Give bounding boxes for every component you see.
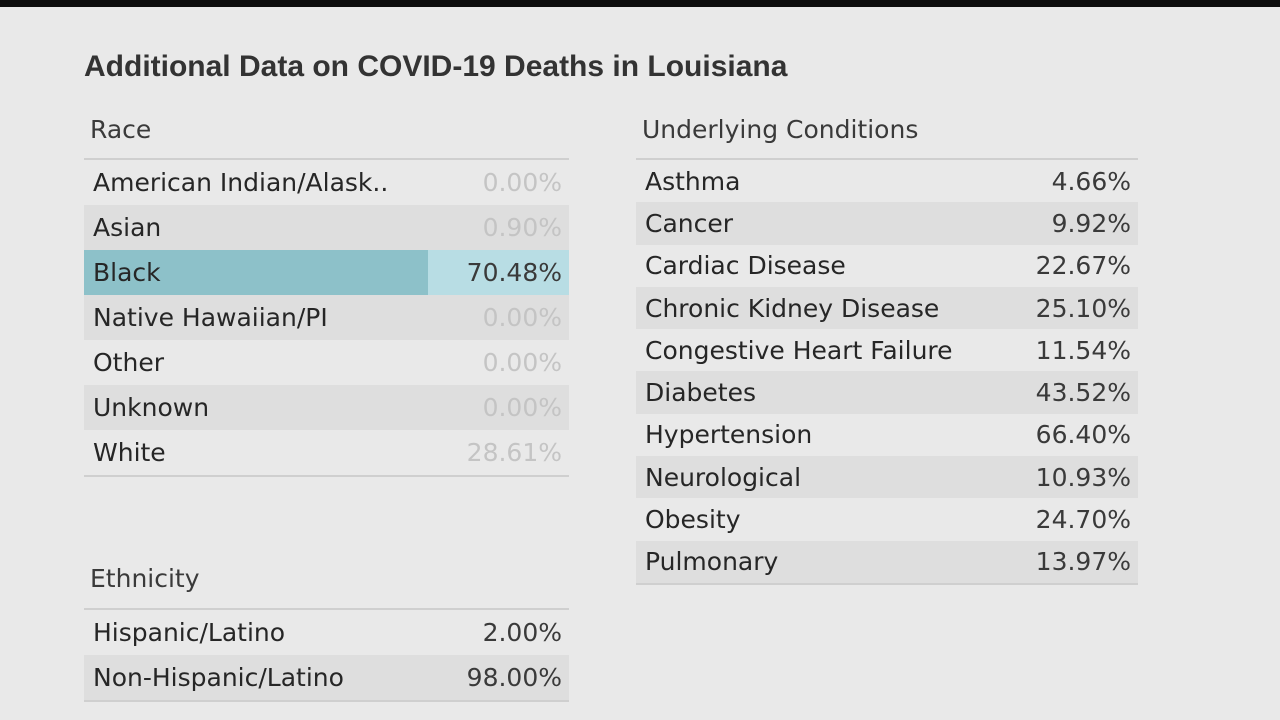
race-label: Other [93,348,164,377]
condition-label: Obesity [645,505,741,535]
highlight-bar [84,250,428,295]
condition-value: 43.52% [1035,378,1131,408]
conditions-section-label: Underlying Conditions [642,115,919,144]
ethnicity-row-hispanic[interactable]: Hispanic/Latino 2.00% [84,610,569,655]
top-border [0,0,1280,7]
race-value: 0.90% [482,213,562,242]
race-value: 0.00% [482,303,562,332]
condition-row-pulmonary[interactable]: Pulmonary 13.97% [636,540,1138,583]
ethnicity-row-non-hispanic[interactable]: Non-Hispanic/Latino 98.00% [84,655,569,700]
condition-value: 66.40% [1035,420,1131,450]
condition-label: Chronic Kidney Disease [645,293,940,323]
page-title: Additional Data on COVID-19 Deaths in Lo… [84,50,788,83]
condition-row-hypertension[interactable]: Hypertension 66.40% [636,414,1138,456]
race-section-label: Race [90,115,152,144]
ethnicity-value: 2.00% [482,618,562,647]
condition-value: 24.70% [1035,505,1131,535]
race-value: 0.00% [482,393,562,422]
race-value: 70.48% [466,258,562,287]
race-table: American Indian/Alask.. 0.00% Asian 0.90… [84,158,569,477]
ethnicity-value: 98.00% [466,663,562,692]
race-value: 28.61% [466,438,562,467]
race-label: Asian [93,213,162,242]
race-row-american-indian[interactable]: American Indian/Alask.. 0.00% [84,160,569,205]
condition-row-asthma[interactable]: Asthma 4.66% [636,160,1138,202]
ethnicity-section-label: Ethnicity [90,564,200,593]
condition-label: Asthma [645,166,741,196]
condition-row-chronic-kidney-disease[interactable]: Chronic Kidney Disease 25.10% [636,286,1138,330]
race-label: Black [93,258,161,287]
condition-value: 13.97% [1035,547,1131,577]
condition-value: 25.10% [1035,293,1131,323]
condition-row-cancer[interactable]: Cancer 9.92% [636,202,1138,245]
race-row-asian[interactable]: Asian 0.90% [84,205,569,250]
condition-value: 4.66% [1051,166,1131,196]
race-row-native-hawaiian[interactable]: Native Hawaiian/PI 0.00% [84,295,569,340]
condition-row-obesity[interactable]: Obesity 24.70% [636,498,1138,540]
race-label: Native Hawaiian/PI [93,303,328,332]
race-label: Unknown [93,393,210,422]
condition-row-cardiac-disease[interactable]: Cardiac Disease 22.67% [636,245,1138,287]
condition-value: 9.92% [1051,208,1131,238]
ethnicity-label: Non-Hispanic/Latino [93,663,344,692]
condition-label: Cancer [645,208,734,238]
condition-value: 11.54% [1035,335,1131,365]
condition-value: 22.67% [1035,251,1131,281]
condition-label: Congestive Heart Failure [645,335,953,365]
condition-label: Pulmonary [645,547,779,577]
condition-row-diabetes[interactable]: Diabetes 43.52% [636,371,1138,414]
condition-row-neurological[interactable]: Neurological 10.93% [636,456,1138,499]
race-row-white[interactable]: White 28.61% [84,430,569,475]
condition-label: Hypertension [645,420,813,450]
race-value: 0.00% [482,168,562,197]
conditions-table: Asthma 4.66% Cancer 9.92% Cardiac Diseas… [636,158,1138,585]
race-row-other[interactable]: Other 0.00% [84,340,569,385]
condition-value: 10.93% [1035,462,1131,492]
race-value: 0.00% [482,348,562,377]
race-row-unknown[interactable]: Unknown 0.00% [84,385,569,430]
condition-row-congestive-heart-failure[interactable]: Congestive Heart Failure 11.54% [636,329,1138,371]
condition-label: Neurological [645,462,802,492]
race-label: White [93,438,166,467]
condition-label: Diabetes [645,378,756,408]
ethnicity-label: Hispanic/Latino [93,618,286,647]
condition-label: Cardiac Disease [645,251,846,281]
ethnicity-table: Hispanic/Latino 2.00% Non-Hispanic/Latin… [84,608,569,702]
race-row-black[interactable]: Black 70.48% [84,250,569,295]
race-label: American Indian/Alask.. [93,168,389,197]
